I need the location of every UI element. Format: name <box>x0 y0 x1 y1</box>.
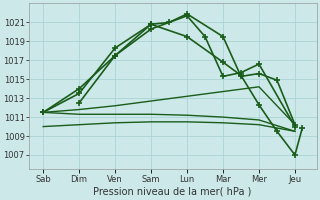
X-axis label: Pression niveau de la mer( hPa ): Pression niveau de la mer( hPa ) <box>93 187 252 197</box>
